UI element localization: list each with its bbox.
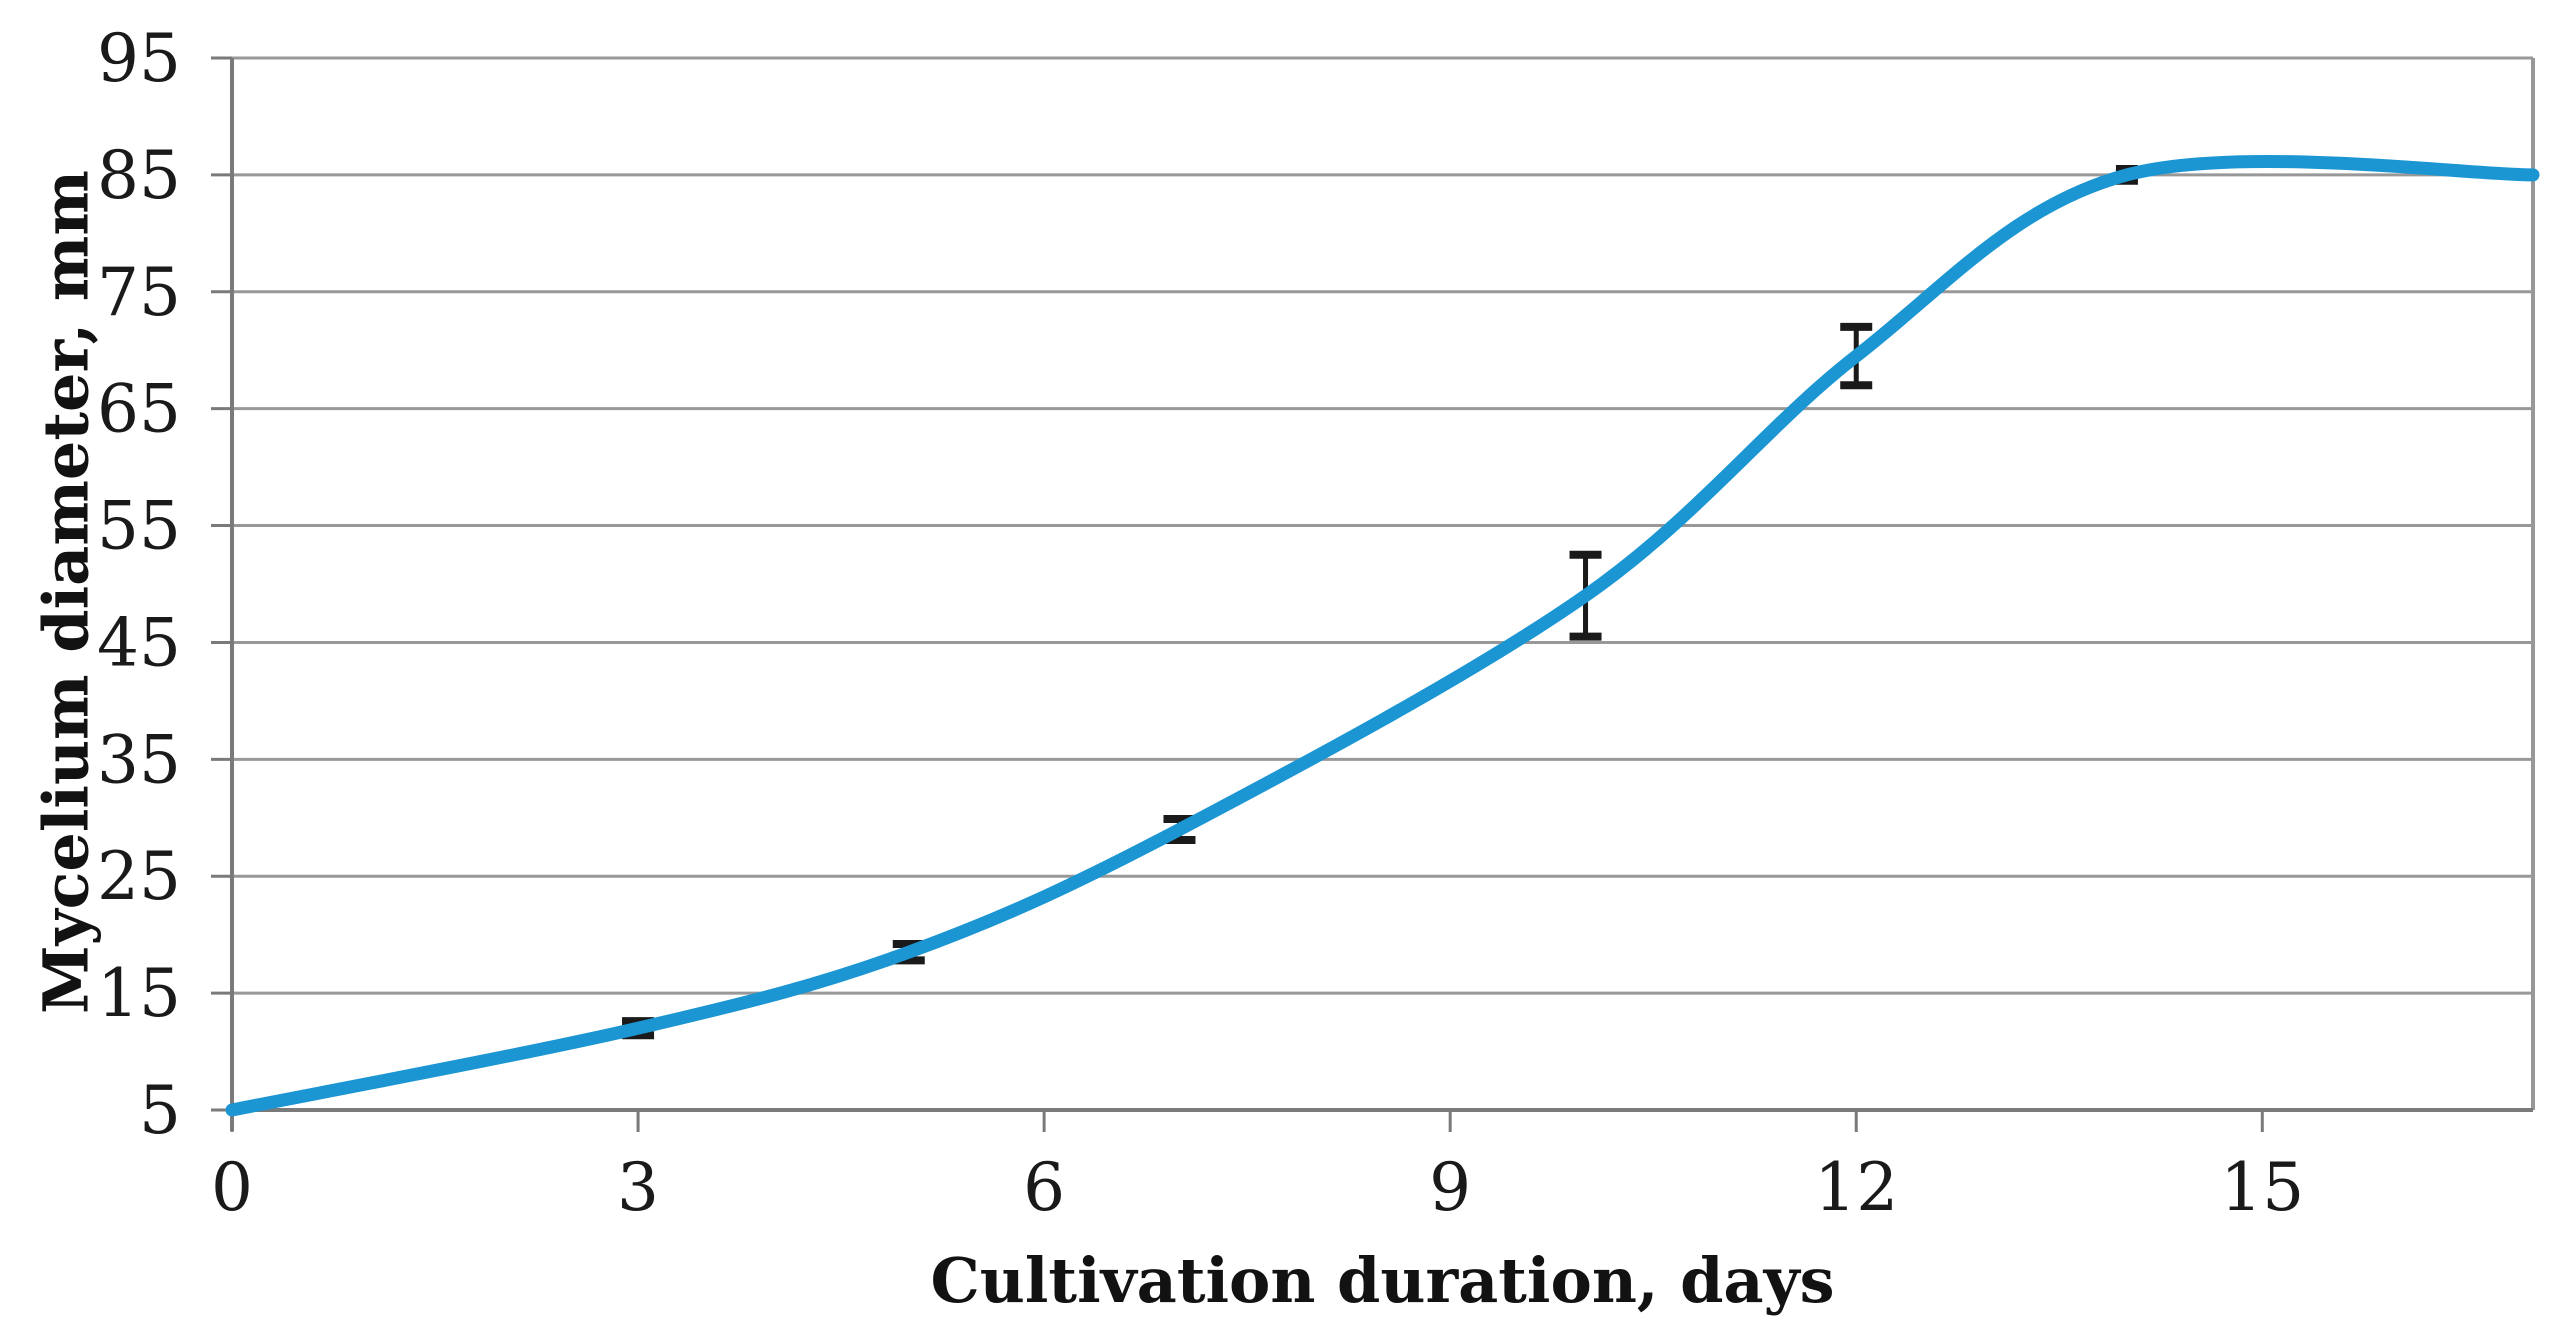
y-tick-label: 5 [139,1072,181,1149]
x-tick-label: 6 [1023,1149,1065,1226]
y-tick-label: 85 [97,137,181,214]
y-tick-label: 25 [97,838,181,915]
x-tick-label: 0 [211,1149,253,1226]
y-tick-label: 75 [97,254,181,331]
x-tick-label: 12 [1814,1149,1898,1226]
y-axis-title: Mycelium diameter, mm [29,170,103,1014]
y-tick-label: 95 [97,20,181,97]
x-tick-label: 15 [2220,1149,2304,1226]
x-tick-label: 3 [617,1149,659,1226]
series-line [225,154,2540,1117]
y-tick-label: 45 [97,604,181,681]
y-tick-label: 55 [97,488,181,565]
y-tick-label: 35 [97,721,181,798]
x-axis-title: Cultivation duration, days [930,1244,1835,1317]
x-tick-label: 9 [1429,1149,1471,1226]
y-tick-label: 15 [97,955,181,1032]
y-tick-label: 65 [97,371,181,448]
